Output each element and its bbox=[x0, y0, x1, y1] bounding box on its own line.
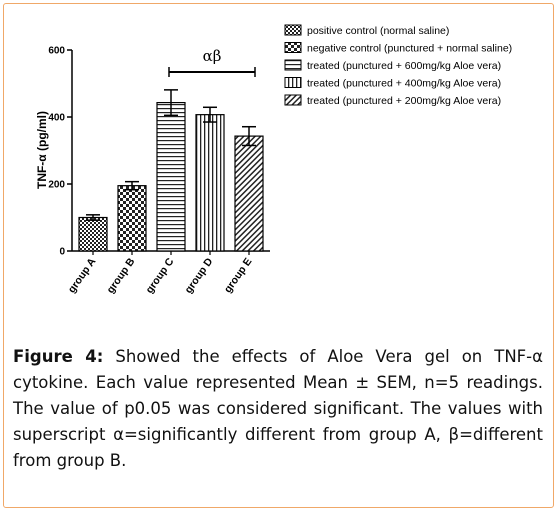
bar bbox=[195, 114, 225, 252]
category-label: group C bbox=[144, 256, 177, 296]
legend-swatch bbox=[284, 24, 302, 36]
significance-label: αβ bbox=[203, 47, 222, 65]
bar bbox=[234, 135, 264, 252]
caption-figure-label: Figure 4: bbox=[13, 347, 104, 366]
category-label: group A bbox=[66, 256, 99, 296]
bar bbox=[78, 216, 108, 252]
figure-caption: Figure 4: Showed the effects of Aloe Ver… bbox=[13, 344, 543, 474]
y-tick-label: 600 bbox=[48, 46, 65, 57]
figure-frame bbox=[3, 3, 554, 508]
y-ticks: 0 200 400 600 bbox=[48, 46, 72, 258]
caption-text: Showed the effects of Aloe Vera gel on T… bbox=[13, 347, 543, 470]
bars bbox=[78, 89, 264, 252]
legend: positive control (normal saline) negative… bbox=[284, 24, 512, 107]
legend-swatch bbox=[284, 42, 302, 53]
y-axis-label: TNF-α (pg/ml) bbox=[35, 111, 49, 189]
category-label: group E bbox=[222, 256, 255, 295]
legend-swatch bbox=[284, 94, 302, 106]
legend-label: treated (punctured + 200mg/kg Aloe vera) bbox=[307, 95, 501, 107]
legend-swatch bbox=[284, 59, 302, 71]
legend-label: treated (punctured + 600mg/kg Aloe vera) bbox=[307, 60, 501, 72]
legend-label: positive control (normal saline) bbox=[307, 25, 449, 37]
y-tick-label: 200 bbox=[48, 180, 65, 191]
bar bbox=[156, 101, 186, 252]
category-label: group D bbox=[183, 256, 216, 296]
y-tick-label: 400 bbox=[48, 113, 65, 124]
bar bbox=[117, 185, 147, 252]
y-tick-label: 0 bbox=[59, 247, 65, 258]
legend-label: treated (punctured + 400mg/kg Aloe vera) bbox=[307, 78, 501, 90]
legend-swatch bbox=[284, 77, 302, 88]
legend-label: negative control (punctured + normal sal… bbox=[307, 43, 512, 55]
category-label: group B bbox=[105, 256, 138, 296]
